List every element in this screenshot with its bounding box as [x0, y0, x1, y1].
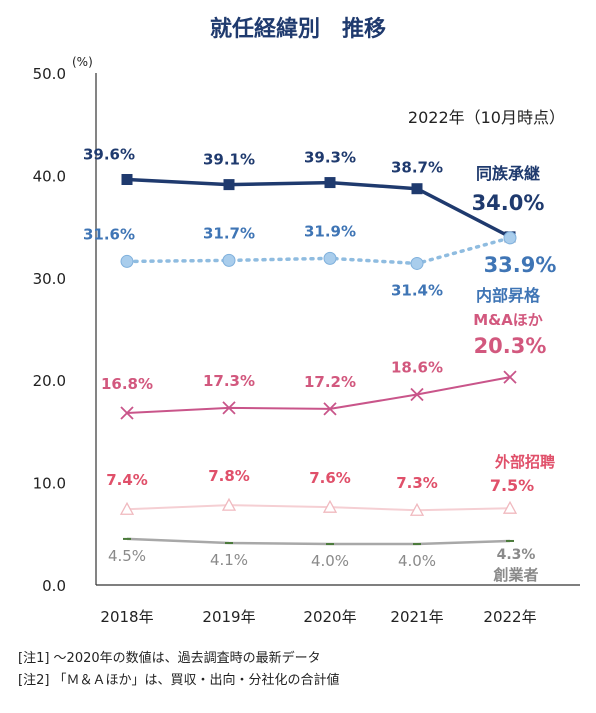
- data-label: 39.1%: [203, 151, 255, 169]
- data-point: [502, 500, 518, 514]
- x-tick-label: 2020年: [303, 608, 356, 626]
- y-tick-label: 0.0: [42, 577, 66, 595]
- data-point: [120, 406, 134, 420]
- data-point: [222, 253, 236, 267]
- data-point: [121, 173, 133, 185]
- data-point: [120, 254, 134, 268]
- data-point: [221, 497, 237, 511]
- chart-annotation: 2022年（10月時点）: [408, 108, 565, 127]
- data-label: 7.4%: [106, 471, 148, 489]
- data-point: [119, 501, 135, 515]
- data-label: 18.6%: [391, 359, 443, 377]
- data-label: 7.3%: [396, 474, 438, 492]
- y-tick-label: 50.0: [33, 65, 66, 83]
- y-tick-label: 30.0: [33, 270, 66, 288]
- y-tick-label: 20.0: [33, 372, 66, 390]
- series-name-label: 内部昇格: [476, 286, 541, 305]
- data-point: [323, 402, 337, 416]
- data-point: [324, 177, 336, 189]
- data-label: 7.8%: [208, 467, 250, 485]
- x-tick-label: 2022年: [483, 608, 536, 626]
- data-label: 4.0%: [398, 552, 436, 570]
- x-tick-label: 2019年: [202, 608, 255, 626]
- data-label: 31.9%: [304, 222, 356, 240]
- data-point: [223, 179, 235, 191]
- series-line: [126, 537, 511, 546]
- data-label: 7.6%: [309, 469, 351, 487]
- x-tick-label: 2018年: [100, 608, 153, 626]
- data-label: 38.7%: [391, 159, 443, 177]
- data-label: 4.1%: [210, 551, 248, 569]
- data-label: 39.3%: [304, 149, 356, 167]
- data-label: 31.7%: [203, 224, 255, 242]
- series-line: [126, 504, 511, 512]
- data-label: 4.5%: [108, 547, 146, 565]
- footnote-1: [注1] ～2020年の数値は、過去調査時の最新データ: [18, 651, 321, 666]
- series-line: [125, 236, 512, 266]
- data-point: [410, 387, 424, 402]
- data-label: 4.3%: [497, 547, 536, 563]
- data-point: [323, 251, 337, 265]
- data-label: 31.6%: [83, 225, 135, 243]
- data-label: 17.3%: [203, 372, 255, 390]
- data-point: [222, 401, 236, 415]
- chart: 就任経緯別 推移 0.0 10.0 20.0 30.0 40.0 50.0 (%) 2018年 2…: [33, 16, 580, 626]
- chart-title: 就任経緯別 推移: [210, 16, 386, 42]
- data-label: 31.4%: [391, 281, 443, 299]
- y-axis-unit: (%): [72, 55, 93, 69]
- series-name-label: M&Aほか: [473, 311, 543, 329]
- x-tick-label: 2021年: [390, 608, 443, 626]
- data-label: 20.3%: [474, 334, 547, 358]
- footnotes: [注1] ～2020年の数値は、過去調査時の最新データ [注2] 「Ｍ＆Ａほか」…: [18, 648, 340, 692]
- data-point: [503, 370, 517, 384]
- data-point: [322, 499, 338, 513]
- footnote-2: [注2] 「Ｍ＆Ａほか」は、買収・出向・分社化の合計値: [18, 673, 340, 688]
- y-tick-label: 10.0: [33, 475, 66, 493]
- data-label: 17.2%: [304, 373, 356, 391]
- series-name-label: 創業者: [492, 566, 538, 584]
- data-label: 4.0%: [311, 552, 349, 570]
- data-label: 33.9%: [484, 253, 557, 277]
- series-name-label: 同族承継: [476, 164, 540, 183]
- y-tick-label: 40.0: [33, 167, 66, 185]
- data-label: 34.0%: [472, 191, 545, 215]
- data-point: [411, 183, 423, 195]
- data-point: [503, 231, 517, 245]
- data-point: [410, 256, 424, 270]
- data-label: 7.5%: [490, 476, 534, 495]
- data-point: [409, 502, 425, 516]
- series-name-label: 外部招聘: [494, 453, 555, 471]
- data-label: 39.6%: [83, 145, 135, 163]
- data-label: 16.8%: [101, 375, 153, 393]
